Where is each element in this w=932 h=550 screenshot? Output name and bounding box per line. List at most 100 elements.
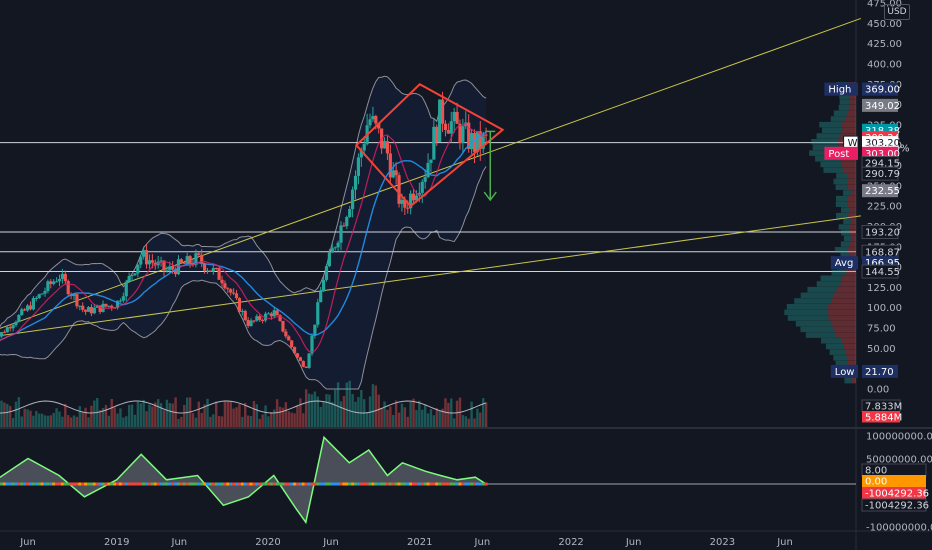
candle-body <box>46 281 50 292</box>
candle-body <box>208 270 213 272</box>
volume-profile-bar <box>835 201 848 208</box>
oscillator-histogram-dot <box>182 482 186 486</box>
candle-body <box>66 281 70 295</box>
volume-bar <box>165 399 169 427</box>
target-arrow-head <box>483 191 497 202</box>
oscillator-histogram-dot <box>139 482 143 486</box>
volume-profile-bar <box>800 326 834 333</box>
candle-body <box>281 320 285 332</box>
time-tick-label: Jun <box>322 537 339 548</box>
time-tick-label: Jun <box>625 537 642 548</box>
candle-body <box>159 260 163 262</box>
candle-body <box>217 268 221 280</box>
currency-badge[interactable]: USD <box>884 4 910 20</box>
candle-body <box>232 292 236 294</box>
volume-profile-bar <box>823 167 843 173</box>
oscillator-histogram-dot <box>63 482 67 486</box>
oscillator-histogram-dot <box>60 482 64 486</box>
volume-profile-bar <box>836 212 849 219</box>
oscillator-histogram-dot <box>130 482 134 486</box>
volume-bar <box>270 412 273 427</box>
candle-body <box>139 256 143 265</box>
volume-ma <box>0 400 487 414</box>
candle-body <box>409 193 413 209</box>
oscillator-histogram-dot <box>200 482 204 486</box>
oscillator-histogram-dot <box>478 482 482 486</box>
candle-body <box>449 121 453 134</box>
time-tick-label: 2022 <box>558 537 583 548</box>
candle-body <box>371 116 375 120</box>
volume-profile-bar <box>816 281 841 287</box>
volume-profile-bar <box>831 298 856 304</box>
oscillator-histogram-dot <box>281 482 285 486</box>
candle-body <box>168 266 172 271</box>
candle-body <box>345 216 349 227</box>
oscillator-histogram-dot <box>310 482 314 486</box>
candle-body <box>452 111 456 122</box>
oscillator-histogram-dot <box>133 482 137 486</box>
candle-body <box>443 123 448 130</box>
price-label-name: Avg <box>835 258 854 269</box>
volume-profile-bar <box>845 116 856 122</box>
oscillator-histogram-dot <box>179 482 183 486</box>
volume-bar <box>67 415 70 427</box>
volume-bar <box>484 402 488 427</box>
price-label-value: 294.15 <box>865 159 900 170</box>
candle-body <box>484 134 488 136</box>
volume-bar <box>52 412 55 427</box>
candle-body <box>359 150 363 158</box>
candle-body <box>478 131 482 149</box>
oscillator-histogram-dot <box>400 482 404 486</box>
candle-body <box>475 131 479 152</box>
volume-profile-bar <box>848 173 856 179</box>
volume-profile-bar <box>850 218 856 225</box>
oscillator-histogram-dot <box>145 482 149 486</box>
volume-bar <box>220 416 224 427</box>
volume-bar <box>331 402 334 427</box>
candle-body <box>356 157 361 176</box>
volume-profile-bar <box>800 292 834 299</box>
volume-bar <box>252 401 256 427</box>
osc-label-bg <box>862 487 926 499</box>
volume-profile-bar <box>840 281 856 287</box>
volume-bar <box>162 410 166 427</box>
volume-bar <box>148 404 151 427</box>
oscillator-histogram-dot <box>301 482 305 486</box>
oscillator-histogram-dot <box>229 482 233 486</box>
volume-bar <box>403 407 407 427</box>
oscillator-histogram-dot <box>414 482 418 486</box>
oscillator-histogram-dot <box>206 482 210 486</box>
volume-profile-bar <box>841 161 856 168</box>
oscillator-histogram-dot <box>26 482 30 486</box>
candle-body <box>275 310 279 316</box>
candle-body <box>25 305 30 311</box>
volume-bar <box>418 400 421 427</box>
candle-body <box>455 111 459 124</box>
volume-bar <box>35 411 38 427</box>
volume-bar <box>61 416 64 427</box>
volume-bar <box>136 401 140 427</box>
oscillator-histogram-dot <box>327 482 331 486</box>
price-label-value: 193.20 <box>865 227 900 238</box>
oscillator-histogram-dot <box>261 482 265 486</box>
volume-bar <box>177 418 180 427</box>
candle-body <box>182 262 186 264</box>
price-tick-label: 0.00 <box>867 385 889 396</box>
volume-bar <box>452 418 456 427</box>
oscillator-histogram-dot <box>348 482 352 486</box>
candle-body <box>269 313 273 317</box>
candle-body <box>467 122 471 150</box>
oscillator-histogram-dot <box>208 482 212 486</box>
volume-profile-bar <box>831 269 847 276</box>
candle-body <box>34 297 38 299</box>
oscillator-histogram-dot <box>409 482 413 486</box>
volume-profile-bar <box>821 127 843 134</box>
volume-profile-bar <box>835 195 848 202</box>
candle-body <box>20 309 24 315</box>
volume-bar <box>191 413 195 427</box>
volume-profile-bar <box>833 292 856 299</box>
volume-bar <box>0 400 3 427</box>
volume-bar <box>249 416 253 427</box>
volume-profile-bar <box>842 338 856 344</box>
